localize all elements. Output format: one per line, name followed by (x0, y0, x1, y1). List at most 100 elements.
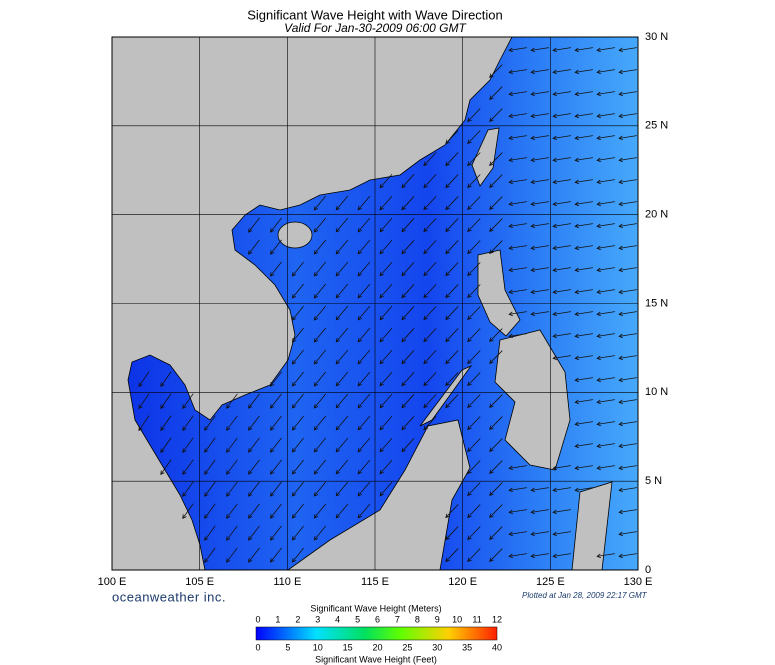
arrow (379, 327, 393, 343)
arrow (248, 459, 260, 475)
arrow (379, 283, 393, 299)
arrow (401, 218, 415, 233)
arrow (552, 135, 571, 141)
hainan (277, 221, 313, 249)
arrow (423, 240, 437, 255)
arrow (269, 371, 282, 387)
arrow (618, 487, 637, 493)
arrow (508, 201, 527, 207)
arrow (574, 113, 593, 119)
arrow (467, 152, 481, 167)
arrow (618, 465, 637, 471)
arrow (182, 393, 194, 409)
legend-feet-title: Significant Wave Height (Feet) (315, 654, 437, 664)
arrow (508, 91, 527, 97)
arrow (313, 481, 327, 497)
arrow (489, 416, 503, 431)
legend-feet-tick: 20 (372, 642, 382, 652)
arrow (574, 69, 593, 75)
lon-label: 115 E (361, 576, 389, 588)
arrow (379, 173, 393, 189)
arrow (379, 239, 393, 255)
arrow (269, 393, 282, 409)
arrow (423, 350, 437, 365)
legend-meters-tick: 6 (375, 614, 380, 624)
arrow (596, 245, 615, 251)
arrow (291, 283, 304, 299)
arrow (401, 196, 415, 211)
colorbar (255, 626, 498, 641)
arrow (248, 393, 260, 409)
arrow (357, 459, 371, 475)
graticule (112, 37, 638, 570)
legend-meters-tick: 2 (295, 614, 300, 624)
legend-feet-tick: 30 (432, 642, 442, 652)
arrow (489, 504, 503, 519)
arrow (313, 305, 327, 321)
arrow (291, 415, 304, 431)
arrow (160, 415, 172, 432)
arrow (618, 443, 637, 449)
arrow (467, 218, 481, 233)
arrow (445, 130, 459, 145)
arrow (335, 503, 349, 519)
arrow (574, 223, 593, 229)
brand: oceanweather inc. (112, 589, 226, 604)
arrow (618, 113, 637, 119)
legend-meters-tick: 4 (335, 614, 340, 624)
arrow (489, 548, 503, 563)
arrow (423, 218, 437, 233)
arrow (489, 460, 503, 475)
lat-label: 10 N (645, 386, 668, 398)
arrow (574, 47, 593, 53)
arrow (596, 311, 615, 317)
arrow (508, 157, 527, 163)
arrow (226, 503, 238, 519)
arrow (596, 91, 615, 97)
arrow (269, 547, 282, 563)
lat-label: 5 N (645, 475, 662, 487)
arrow (574, 245, 593, 251)
arrow (423, 174, 437, 189)
legend-feet-tick: 25 (402, 642, 412, 652)
arrow (204, 437, 216, 453)
legend-meters-tick: 8 (415, 614, 420, 624)
arrow (357, 305, 371, 321)
arrow (596, 465, 615, 471)
arrow (423, 262, 437, 277)
arrow (357, 481, 371, 497)
arrow (248, 437, 260, 453)
arrow (552, 465, 571, 471)
arrow (467, 284, 481, 299)
arrow (508, 509, 527, 515)
arrow (445, 504, 459, 519)
arrow (248, 239, 260, 255)
arrow (313, 459, 327, 475)
arrow (226, 393, 238, 409)
arrow (204, 503, 216, 519)
legend-meters-tick: 0 (255, 614, 260, 624)
arrow (423, 152, 437, 167)
arrow (445, 328, 459, 343)
arrow (467, 240, 481, 255)
arrow (467, 350, 481, 365)
arrow (552, 201, 571, 207)
arrow (530, 113, 549, 119)
arrow (379, 349, 393, 365)
arrow (618, 157, 637, 163)
arrow (552, 91, 571, 97)
arrow (596, 289, 615, 295)
legend-meters-tick: 7 (395, 614, 400, 624)
arrow (574, 311, 593, 317)
arrow (489, 218, 503, 233)
arrow (445, 218, 459, 233)
arrow (596, 399, 615, 405)
arrow (379, 195, 393, 211)
arrow (401, 174, 415, 189)
arrow (574, 465, 593, 471)
arrow (618, 223, 637, 229)
arrow (552, 47, 571, 53)
arrow (182, 503, 194, 519)
arrow (530, 267, 549, 273)
